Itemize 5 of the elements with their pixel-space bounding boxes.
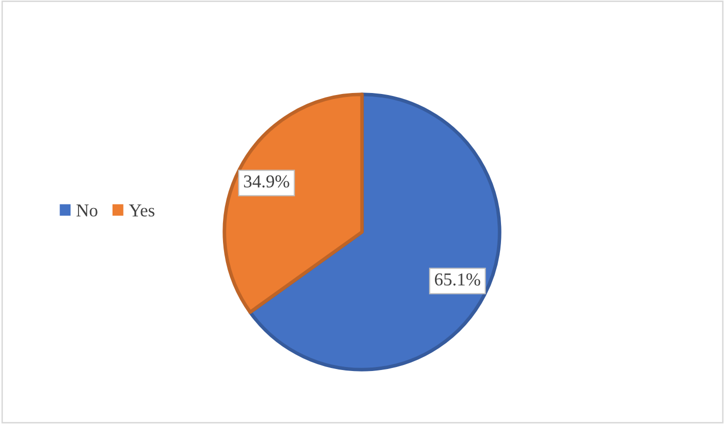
legend-label: Yes xyxy=(128,204,154,217)
legend-label: No xyxy=(76,204,98,217)
data-label: 65.1% xyxy=(434,273,480,286)
data-label: 34.9% xyxy=(244,175,290,188)
pie-slice xyxy=(222,92,364,314)
